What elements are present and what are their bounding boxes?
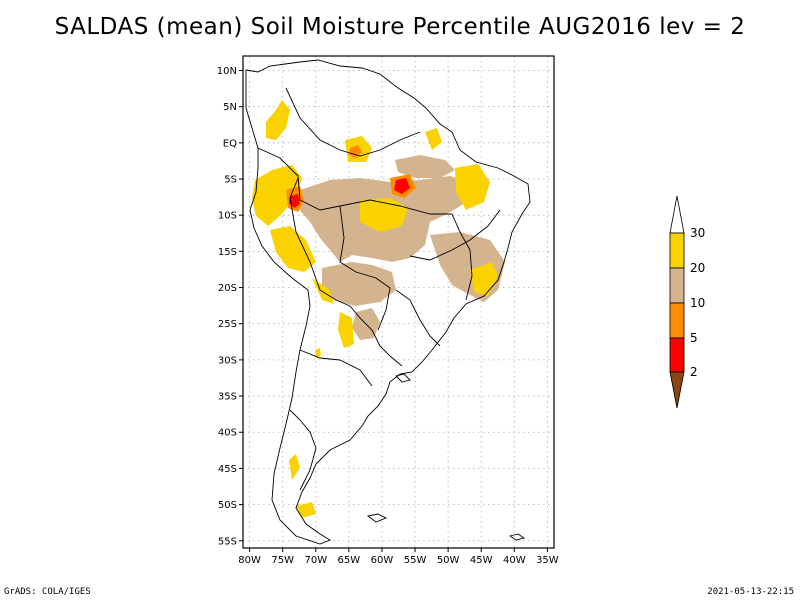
legend-tick-20: 20 xyxy=(690,261,705,275)
lon-tick-label: 80W xyxy=(238,555,261,566)
footer-timestamp: 2021-05-13-22:15 xyxy=(707,587,794,597)
legend-swatch-above-30 xyxy=(670,196,684,233)
colorbar-legend: 30 20 10 5 2 xyxy=(670,196,705,408)
lon-tick-label: 65W xyxy=(338,555,361,566)
lon-tick-label: 45W xyxy=(470,555,493,566)
lat-tick-label: 35S xyxy=(218,392,237,403)
map-figure: 10N5NEQ5S10S15S20S25S30S35S40S45S50S55S … xyxy=(0,0,800,600)
lat-tick-label: 10N xyxy=(217,66,237,77)
map-plot-area xyxy=(243,56,554,548)
lat-tick-label: 10S xyxy=(218,211,237,222)
footer-credit: GrADS: COLA/IGES xyxy=(4,587,91,597)
longitude-axis: 80W 75W 70W 65W 60W 55W 50W 45W 40W 35W xyxy=(238,548,558,566)
legend-tick-2: 2 xyxy=(690,365,698,379)
lon-tick-label: 70W xyxy=(304,555,327,566)
lon-tick-label: 75W xyxy=(271,555,294,566)
legend-tick-10: 10 xyxy=(690,296,705,310)
lon-tick-label: 55W xyxy=(404,555,427,566)
legend-swatch-2-5 xyxy=(670,338,684,372)
legend-swatch-20-30 xyxy=(670,233,684,268)
legend-tick-30: 30 xyxy=(690,226,705,240)
lon-tick-label: 50W xyxy=(437,555,460,566)
lon-tick-label: 40W xyxy=(503,555,526,566)
lat-tick-label: 40S xyxy=(218,428,237,439)
lat-tick-label: 5N xyxy=(223,102,237,113)
lat-tick-label: 20S xyxy=(218,283,237,294)
lon-tick-label: 60W xyxy=(371,555,394,566)
latitude-axis: 10N 5N EQ 5S 10S 15S 20S 25S 30S 35S 40S 45S 50S 55S xyxy=(217,66,243,547)
lat-tick-label: 15S xyxy=(218,247,237,258)
lat-tick-label: 25S xyxy=(218,319,237,330)
lat-tick-label: EQ xyxy=(223,138,237,149)
lat-tick-label: 5S xyxy=(224,175,237,186)
legend-swatch-below-2 xyxy=(670,372,684,408)
lat-tick-label: 30S xyxy=(218,355,237,366)
legend-swatch-5-10 xyxy=(670,303,684,338)
legend-swatch-10-20 xyxy=(670,268,684,303)
lat-tick-label: 45S xyxy=(218,464,237,475)
lat-tick-label: 50S xyxy=(218,500,237,511)
legend-tick-5: 5 xyxy=(690,331,698,345)
lat-tick-label: 55S xyxy=(218,536,237,547)
lon-tick-label: 35W xyxy=(536,555,559,566)
